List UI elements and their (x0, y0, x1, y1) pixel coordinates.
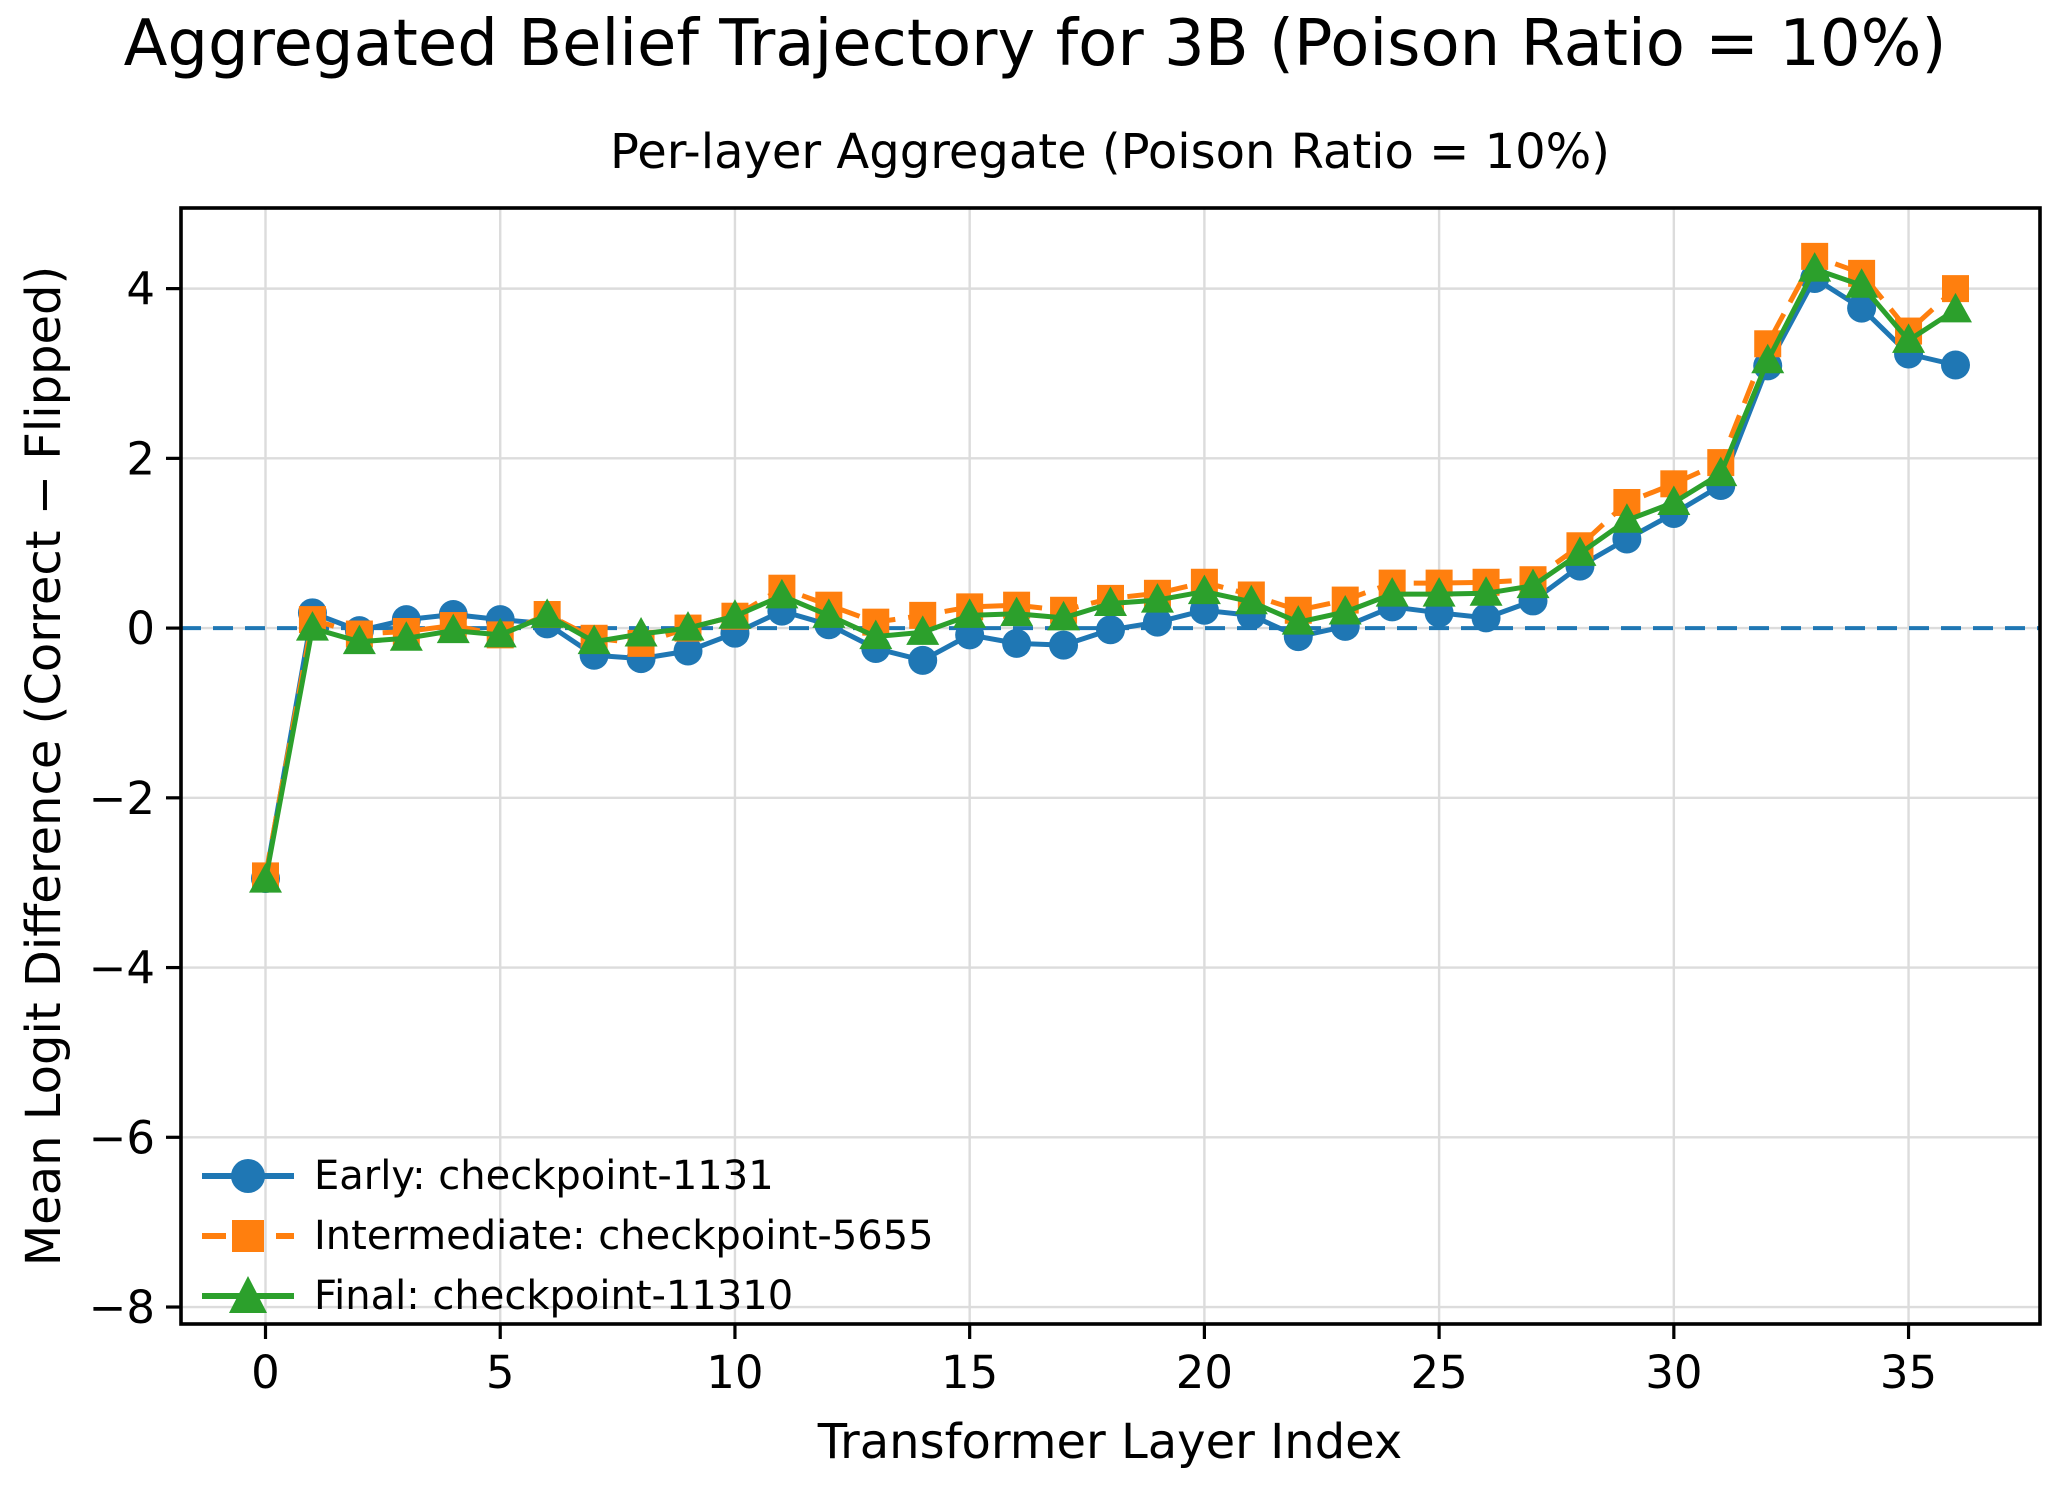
axes-title: Per-layer Aggregate (Poison Ratio = 10%) (609, 124, 1611, 180)
x-tick-label: 10 (706, 1346, 763, 1399)
final-data-point (1798, 252, 1832, 282)
early-data-point (908, 645, 938, 675)
early-data-point (1142, 607, 1172, 637)
final-data-point (249, 863, 282, 893)
y-tick-label: 2 (126, 432, 155, 485)
final-data-point (953, 598, 987, 628)
final-data-point (859, 619, 893, 650)
circle-marker-icon (202, 1159, 294, 1193)
legend-label-intermediate: Intermediate: checkpoint-5655 (314, 1213, 934, 1259)
y-tick-label: −4 (89, 942, 155, 995)
y-axis-label: Mean Logit Difference (Correct − Flipped… (16, 265, 72, 1267)
early-data-point (1002, 628, 1032, 658)
final-series-line (263, 266, 1957, 881)
early-data-point (1847, 293, 1877, 323)
final-data-point (1328, 594, 1362, 625)
y-tick-label: −2 (89, 772, 155, 825)
final-data-point (906, 615, 940, 645)
triangle-marker-icon (202, 1276, 294, 1313)
final-data-point (1751, 343, 1785, 374)
legend-item-early: Early: checkpoint-1131 (196, 1152, 934, 1200)
final-data-point (1469, 576, 1503, 606)
final-data-point (624, 617, 658, 647)
x-tick-label: 0 (251, 1346, 280, 1399)
final-data-point (1939, 292, 1972, 323)
x-tick-label: 15 (941, 1346, 998, 1399)
y-tick-label: −8 (89, 1281, 155, 1334)
final-data-point (812, 598, 846, 628)
final-data-point (530, 598, 564, 628)
axes-spines (179, 206, 2042, 1326)
final-data-point (1000, 596, 1034, 627)
x-tick-label: 25 (1410, 1346, 1467, 1399)
final-data-point (483, 617, 517, 648)
x-tick-label: 20 (1176, 1346, 1233, 1399)
final-data-point (1234, 584, 1268, 615)
legend: Early: checkpoint-1131 Intermediate: che… (196, 1152, 934, 1320)
final-data-point (1563, 536, 1597, 566)
x-tick-label: 5 (486, 1346, 515, 1399)
final-data-point (342, 624, 376, 655)
early-data-point (1941, 350, 1970, 380)
final-data-point (1140, 583, 1174, 613)
intermediate-series-line (263, 253, 1958, 877)
final-data-point (765, 578, 799, 609)
legend-item-intermediate: Intermediate: checkpoint-5655 (196, 1212, 934, 1260)
x-axis-label: Transformer Layer Index (817, 1414, 1403, 1470)
legend-item-final: Final: checkpoint-11310 (196, 1272, 934, 1320)
final-data-point (1892, 323, 1926, 353)
final-data-point (295, 611, 329, 641)
y-tick-label: 0 (126, 602, 155, 655)
legend-label-final: Final: checkpoint-11310 (314, 1273, 794, 1319)
early-data-point (1049, 630, 1079, 660)
final-data-point (1187, 574, 1221, 605)
square-marker-icon (202, 1220, 294, 1252)
final-data-point (718, 599, 752, 629)
legend-label-early: Early: checkpoint-1131 (314, 1153, 774, 1199)
early-series-line (263, 275, 1957, 879)
final-data-point (389, 621, 423, 651)
final-data-point (436, 613, 470, 644)
y-tick-label: 4 (126, 263, 155, 316)
early-data-point (673, 636, 703, 666)
final-data-point (577, 624, 611, 655)
final-data-point (1281, 605, 1315, 635)
early-data-point (1471, 603, 1501, 633)
chart-title: Aggregated Belief Trajectory for 3B (Poi… (123, 7, 1947, 81)
final-data-point (1094, 586, 1127, 616)
x-tick-label: 35 (1880, 1346, 1937, 1399)
final-data-point (1704, 456, 1738, 487)
y-tick-label: −6 (89, 1111, 155, 1164)
final-data-point (1845, 268, 1879, 298)
early-data-point (1096, 615, 1125, 645)
x-tick-label: 30 (1645, 1346, 1702, 1399)
final-data-point (1516, 568, 1550, 599)
final-data-point (1422, 577, 1456, 607)
final-data-point (1375, 577, 1409, 607)
final-data-point (671, 611, 705, 641)
final-data-point (1047, 600, 1081, 631)
final-data-point (1657, 485, 1691, 515)
final-data-point (1610, 503, 1644, 533)
